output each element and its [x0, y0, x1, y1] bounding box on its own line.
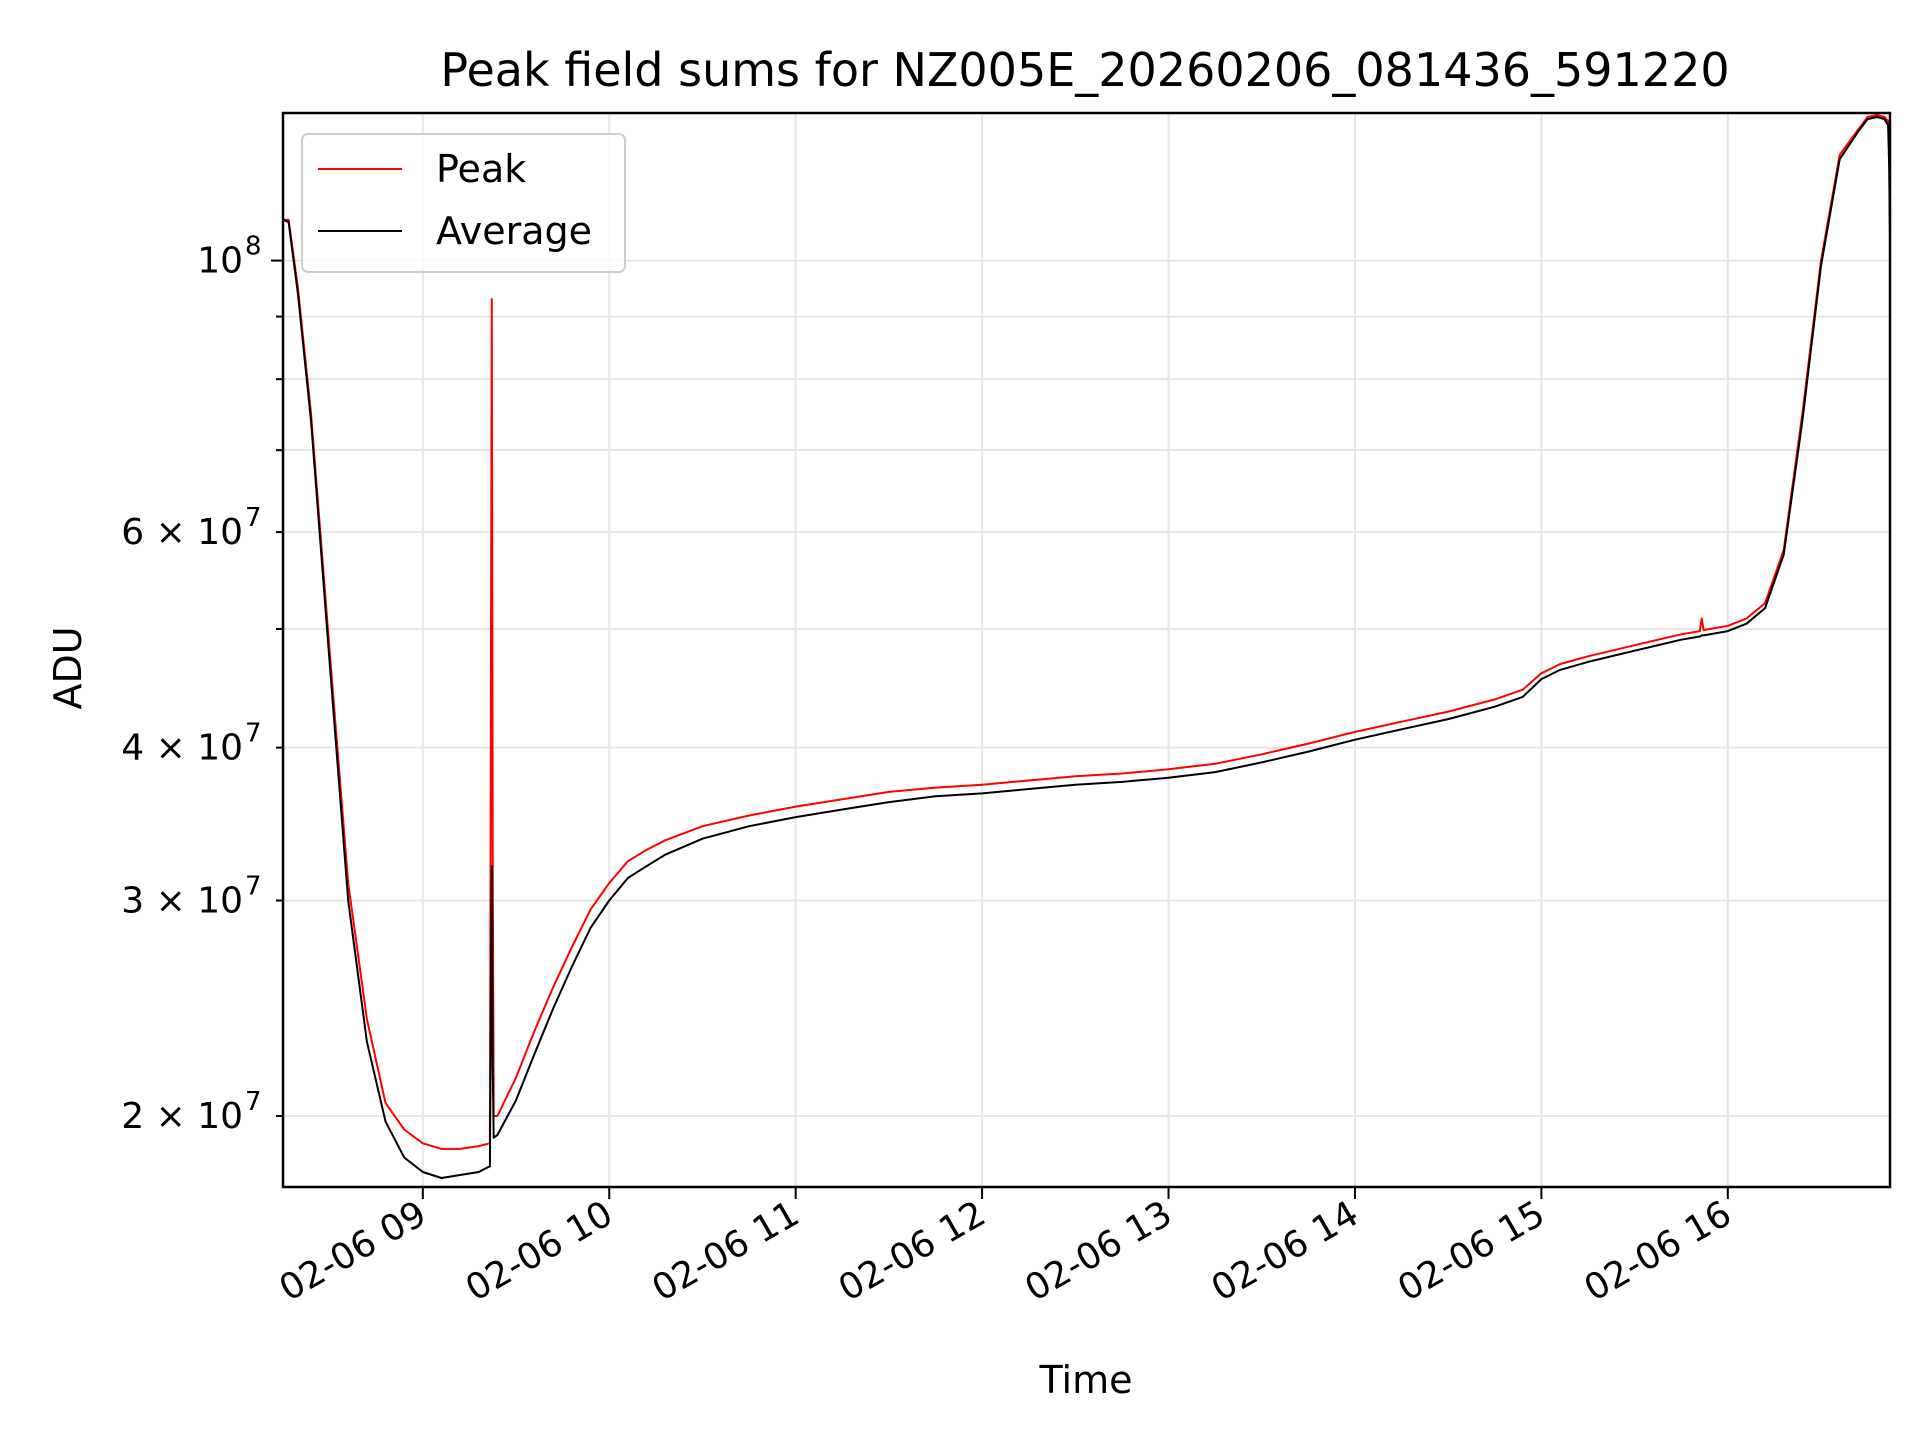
legend-peak-label: Peak [436, 147, 526, 191]
legend: Peak Average [301, 133, 626, 273]
chart-title: Peak field sums for NZ005E_20260206_0814… [440, 43, 1729, 97]
y-tick-exponent: 7 [245, 1087, 262, 1117]
y-tick-label: 3 × 10 [121, 881, 243, 922]
y-tick-exponent: 7 [245, 719, 262, 749]
y-tick-label: 4 × 10 [121, 728, 243, 769]
y-tick-label: 6 × 10 [121, 512, 243, 553]
series-peak-line [283, 114, 1890, 1150]
series-layer [283, 114, 1890, 1179]
y-tick-label: 2 × 10 [121, 1096, 243, 1137]
plot-frame [281, 111, 1892, 1189]
y-tick-exponent: 7 [245, 872, 262, 902]
series-average-line [283, 116, 1890, 1179]
y-tick-exponent: 7 [245, 503, 262, 533]
x-axis-label: Time [1039, 1358, 1133, 1402]
y-axis-label: ADU [46, 626, 90, 709]
legend-average-label: Average [436, 209, 592, 253]
y-tick-exponent: 8 [245, 232, 262, 262]
y-tick-label: 10 [197, 241, 243, 282]
